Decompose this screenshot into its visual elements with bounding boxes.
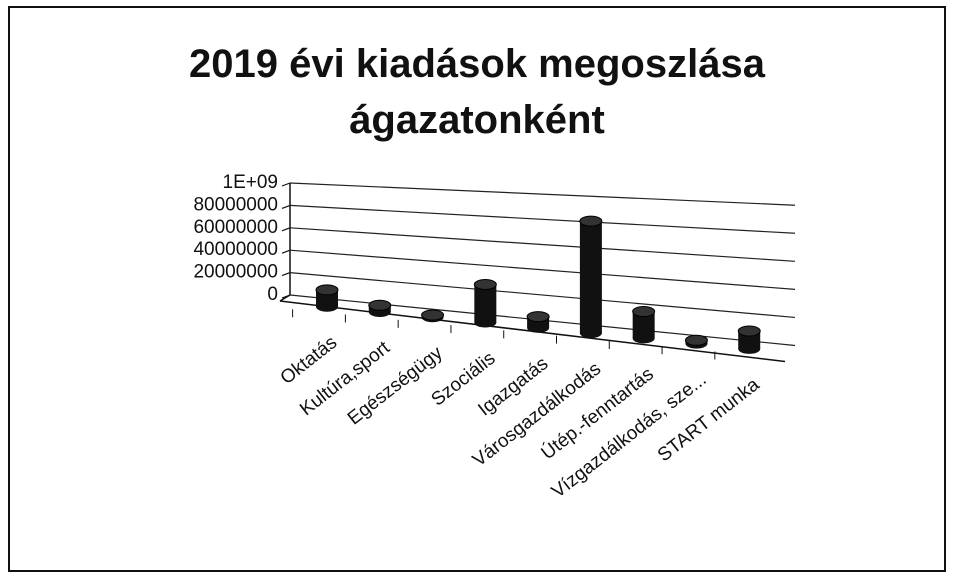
grid-line [289,204,796,234]
bar [579,221,602,334]
bar-base [738,343,761,354]
y-tick-label: 80000000 [193,194,278,215]
y-tick-label: 60000000 [193,217,278,238]
bar-base [316,301,338,312]
bar-top [737,325,761,337]
bar-top [315,284,339,296]
bar [527,316,550,328]
bar [632,311,655,339]
bar-top [684,334,708,346]
bar-base [579,328,602,339]
tick-mark [281,182,291,187]
bar-top [632,305,656,317]
grid-line [289,182,796,206]
bar-top [421,309,445,321]
bar-top [368,299,392,311]
tick-mark [281,227,291,232]
y-tick-label: 20000000 [193,262,278,283]
bar-top [579,215,603,227]
x-tick-label: START munka [654,374,764,466]
y-tick-label: 40000000 [193,239,278,260]
grid-line [289,272,796,319]
bar-top [473,278,497,290]
tick-mark [281,272,291,277]
chart-frame [8,6,946,572]
grid-line [289,227,796,262]
bar [474,284,497,323]
bar-top [526,311,550,323]
tick-mark [281,294,291,299]
tick-mark [281,204,291,209]
y-tick-label: 1E+09 [223,172,278,193]
grid-line [289,249,796,290]
bar-base [474,317,497,328]
bar-base [527,322,550,333]
y-tick-label: 0 [267,284,278,305]
chart-title: 2019 évi kiadások megoszlása ágazatonkén… [189,42,765,142]
tick-mark [281,249,291,254]
bar-base [632,333,655,344]
